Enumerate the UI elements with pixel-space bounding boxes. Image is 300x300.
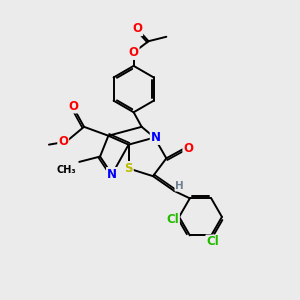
Text: O: O (58, 135, 68, 148)
Text: O: O (183, 142, 193, 155)
Text: N: N (151, 131, 160, 144)
Text: O: O (129, 46, 139, 59)
Text: Cl: Cl (166, 213, 179, 226)
Text: S: S (124, 162, 133, 175)
Text: O: O (68, 100, 78, 112)
Text: N: N (107, 168, 117, 181)
Text: H: H (175, 181, 184, 191)
Text: CH₃: CH₃ (56, 166, 76, 176)
Text: O: O (132, 22, 142, 35)
Text: Cl: Cl (206, 236, 219, 248)
